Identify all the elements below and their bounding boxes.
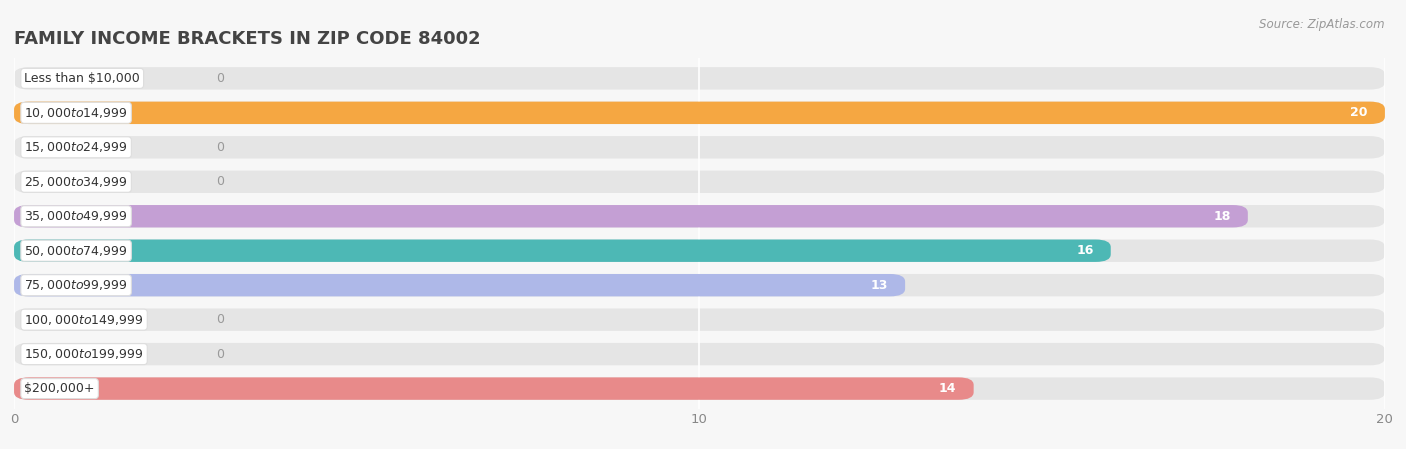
Text: $150,000 to $199,999: $150,000 to $199,999 [24,347,143,361]
FancyBboxPatch shape [14,274,1385,296]
Text: $100,000 to $149,999: $100,000 to $149,999 [24,313,143,327]
FancyBboxPatch shape [14,205,1249,228]
Text: 0: 0 [217,348,225,361]
Text: 0: 0 [217,175,225,188]
Text: $25,000 to $34,999: $25,000 to $34,999 [24,175,128,189]
FancyBboxPatch shape [14,239,1111,262]
FancyBboxPatch shape [14,67,1385,89]
Text: 0: 0 [217,141,225,154]
Text: 20: 20 [1350,106,1368,119]
FancyBboxPatch shape [14,274,905,296]
Text: Source: ZipAtlas.com: Source: ZipAtlas.com [1260,18,1385,31]
Text: Less than $10,000: Less than $10,000 [24,72,141,85]
Text: 13: 13 [870,279,889,292]
FancyBboxPatch shape [14,171,1385,193]
FancyBboxPatch shape [14,378,973,400]
Text: 0: 0 [217,72,225,85]
FancyBboxPatch shape [14,239,1385,262]
Text: 18: 18 [1213,210,1230,223]
FancyBboxPatch shape [14,101,1385,124]
Text: 16: 16 [1076,244,1094,257]
Text: $200,000+: $200,000+ [24,382,94,395]
Text: $35,000 to $49,999: $35,000 to $49,999 [24,209,128,223]
FancyBboxPatch shape [14,101,1385,124]
Text: 0: 0 [217,313,225,326]
Text: $75,000 to $99,999: $75,000 to $99,999 [24,278,128,292]
Text: $10,000 to $14,999: $10,000 to $14,999 [24,106,128,120]
Text: FAMILY INCOME BRACKETS IN ZIP CODE 84002: FAMILY INCOME BRACKETS IN ZIP CODE 84002 [14,31,481,48]
Text: $15,000 to $24,999: $15,000 to $24,999 [24,140,128,154]
FancyBboxPatch shape [14,136,1385,158]
FancyBboxPatch shape [14,343,1385,365]
Text: $50,000 to $74,999: $50,000 to $74,999 [24,244,128,258]
Text: 14: 14 [939,382,956,395]
FancyBboxPatch shape [14,308,1385,331]
FancyBboxPatch shape [14,205,1385,228]
FancyBboxPatch shape [14,378,1385,400]
